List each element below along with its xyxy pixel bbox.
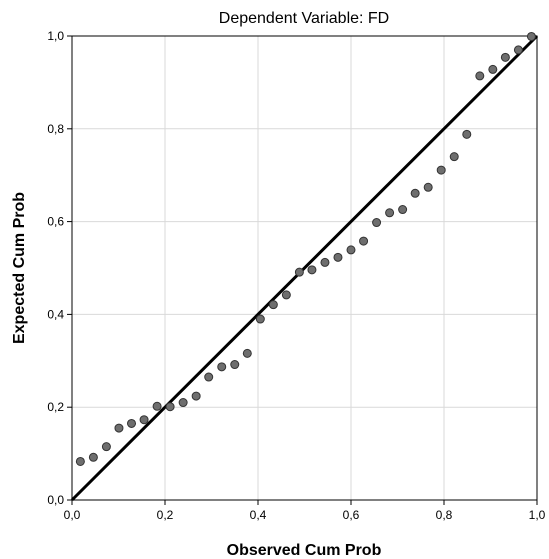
- data-point: [281, 290, 291, 300]
- data-point: [268, 300, 278, 310]
- data-point: [423, 182, 433, 192]
- axis-ticks: 0,0 0,2 0,4 0,6 0,8 1,0 0,0 0,2 0,4 0,6 0,8 1,0: [47, 29, 545, 522]
- data-point: [333, 252, 343, 262]
- data-point: [294, 267, 304, 277]
- data-point: [178, 398, 188, 408]
- x-tick-label: 0,0: [64, 508, 81, 522]
- data-point: [398, 205, 408, 215]
- data-point: [307, 265, 317, 275]
- data-point: [114, 423, 124, 433]
- y-tick-label: 0,8: [47, 122, 64, 136]
- data-point: [436, 165, 446, 175]
- reference-line: [70, 34, 539, 502]
- chart-title: Dependent Variable: FD: [219, 10, 389, 27]
- data-point: [217, 362, 227, 372]
- data-point: [513, 45, 523, 55]
- data-point: [127, 418, 137, 428]
- data-points: [75, 31, 536, 466]
- data-point: [488, 64, 498, 74]
- x-axis-title: Observed Cum Prob: [227, 542, 382, 559]
- data-point: [410, 188, 420, 198]
- y-axis-title: Expected Cum Prob: [11, 192, 28, 344]
- data-point: [320, 257, 330, 267]
- data-point: [242, 348, 252, 358]
- data-point: [462, 129, 472, 139]
- data-point: [385, 208, 395, 218]
- y-tick-label: 0,4: [47, 307, 64, 321]
- data-point: [152, 401, 162, 411]
- plot-area-frame: [71, 35, 538, 501]
- data-point: [88, 452, 98, 462]
- data-point: [449, 152, 459, 162]
- x-tick-label: 0,4: [250, 508, 267, 522]
- y-tick-label: 0,0: [47, 493, 64, 507]
- data-point: [204, 372, 214, 382]
- data-point: [230, 360, 240, 370]
- data-point: [165, 402, 175, 412]
- y-tick-label: 1,0: [47, 29, 64, 43]
- y-tick-label: 0,2: [47, 400, 64, 414]
- y-tick-label: 0,6: [47, 215, 64, 229]
- data-point: [359, 236, 369, 246]
- x-tick-label: 0,6: [343, 508, 360, 522]
- x-tick-label: 0,8: [436, 508, 453, 522]
- data-point: [101, 442, 111, 452]
- data-point: [139, 415, 149, 425]
- data-point: [526, 31, 536, 41]
- data-point: [191, 391, 201, 401]
- data-point: [75, 456, 85, 466]
- data-point: [255, 314, 265, 324]
- data-point: [500, 52, 510, 62]
- data-point: [346, 245, 356, 255]
- data-point: [475, 71, 485, 81]
- data-point: [372, 218, 382, 228]
- x-tick-label: 0,2: [157, 508, 174, 522]
- x-tick-label: 1,0: [529, 508, 546, 522]
